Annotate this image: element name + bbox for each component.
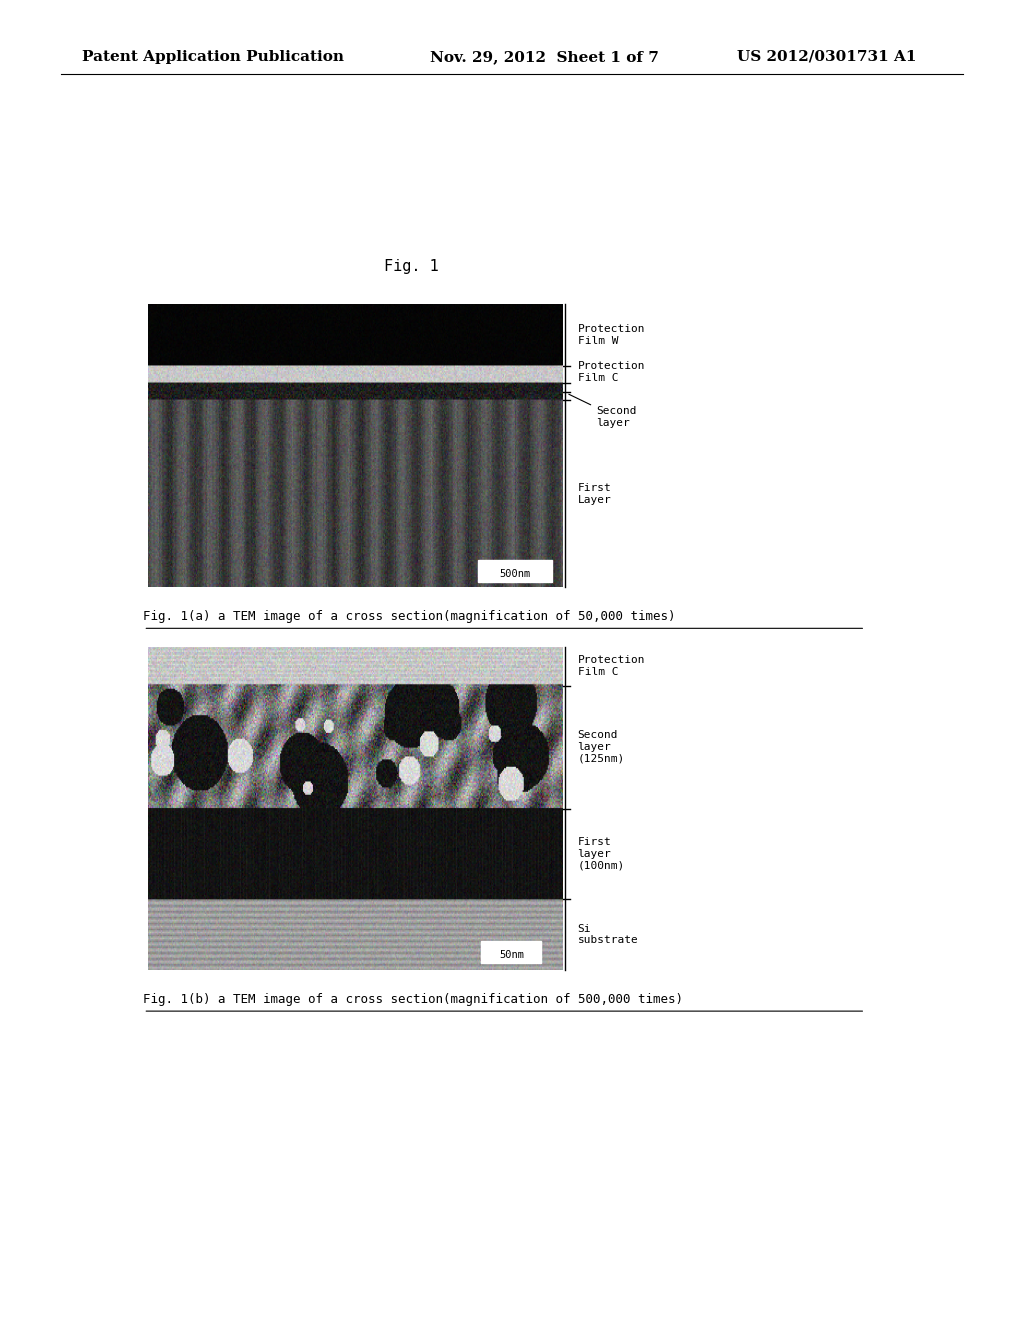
- Text: Protection
Film W: Protection Film W: [578, 323, 645, 346]
- Text: Patent Application Publication: Patent Application Publication: [82, 50, 344, 63]
- Text: Protection
Film C: Protection Film C: [578, 360, 645, 383]
- Text: 50nm: 50nm: [499, 950, 524, 960]
- Text: First
Layer: First Layer: [578, 483, 611, 504]
- Text: Nov. 29, 2012  Sheet 1 of 7: Nov. 29, 2012 Sheet 1 of 7: [430, 50, 659, 63]
- Bar: [478, 561, 552, 582]
- Text: Fig. 1(a) a TEM image of a cross section(magnification of 50,000 times): Fig. 1(a) a TEM image of a cross section…: [143, 610, 676, 623]
- Text: Si
substrate: Si substrate: [578, 924, 638, 945]
- Text: First
layer
(100nm): First layer (100nm): [578, 837, 625, 870]
- Text: US 2012/0301731 A1: US 2012/0301731 A1: [737, 50, 916, 63]
- Text: Second
layer
(125nm): Second layer (125nm): [578, 730, 625, 764]
- Text: Fig. 1(b) a TEM image of a cross section(magnification of 500,000 times): Fig. 1(b) a TEM image of a cross section…: [143, 993, 683, 1006]
- Text: Fig. 1: Fig. 1: [384, 259, 438, 275]
- Bar: [481, 941, 542, 962]
- Text: Protection
Film C: Protection Film C: [578, 656, 645, 677]
- Text: 500nm: 500nm: [500, 569, 530, 579]
- Text: Second
layer: Second layer: [568, 395, 637, 428]
